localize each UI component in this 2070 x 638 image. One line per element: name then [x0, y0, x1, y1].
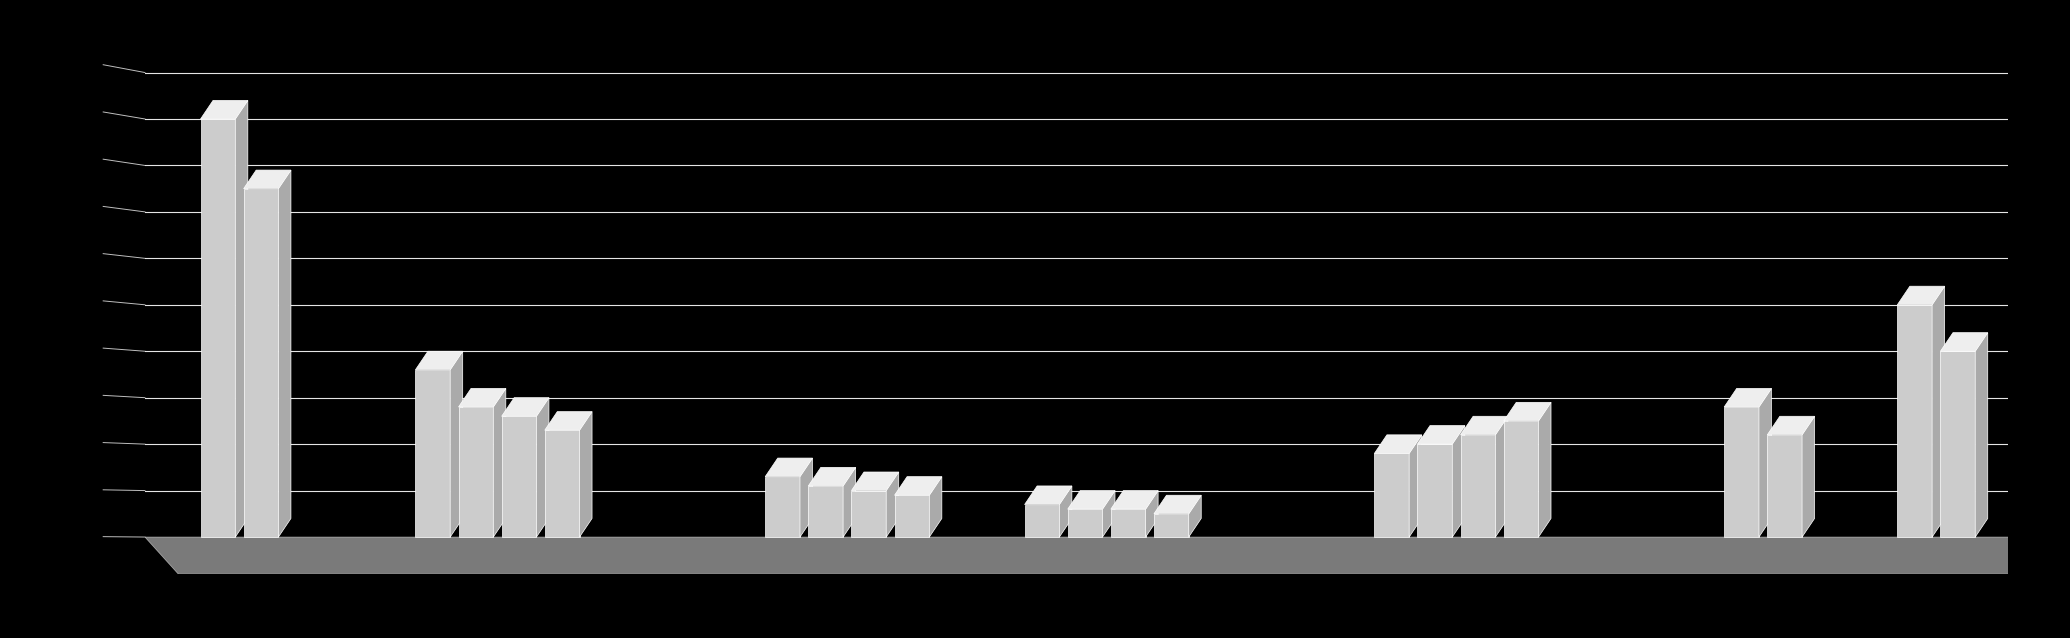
Polygon shape: [807, 468, 855, 486]
Polygon shape: [244, 170, 292, 189]
Bar: [1418, 444, 1453, 537]
Polygon shape: [1975, 332, 1987, 537]
Bar: [1153, 514, 1188, 537]
Polygon shape: [1453, 426, 1466, 537]
Bar: [1898, 305, 1931, 537]
Polygon shape: [1374, 435, 1422, 454]
Polygon shape: [236, 100, 248, 537]
Bar: [851, 491, 886, 537]
Bar: [1503, 421, 1538, 537]
Bar: [501, 416, 536, 537]
Polygon shape: [1060, 486, 1072, 537]
Polygon shape: [460, 389, 505, 407]
Polygon shape: [1803, 416, 1815, 537]
Polygon shape: [1760, 389, 1772, 537]
Bar: [1068, 509, 1103, 537]
Bar: [460, 407, 493, 537]
Polygon shape: [416, 352, 464, 370]
Polygon shape: [1188, 495, 1201, 537]
Polygon shape: [799, 458, 814, 537]
Polygon shape: [1940, 332, 1987, 352]
Polygon shape: [501, 397, 549, 416]
Polygon shape: [1025, 486, 1072, 505]
Polygon shape: [279, 170, 292, 537]
Polygon shape: [1068, 491, 1116, 509]
Polygon shape: [1931, 286, 1944, 537]
Bar: [1374, 454, 1410, 537]
Polygon shape: [894, 477, 942, 495]
Polygon shape: [1112, 491, 1157, 509]
Polygon shape: [851, 472, 898, 491]
Polygon shape: [449, 352, 464, 537]
Bar: [416, 370, 449, 537]
Polygon shape: [493, 389, 505, 537]
Polygon shape: [1153, 495, 1201, 514]
Polygon shape: [1503, 403, 1550, 421]
Polygon shape: [842, 468, 855, 537]
Bar: [1724, 407, 1760, 537]
Polygon shape: [1410, 435, 1422, 537]
Polygon shape: [1418, 426, 1466, 444]
Polygon shape: [201, 100, 248, 119]
Bar: [766, 477, 799, 537]
Polygon shape: [536, 397, 549, 537]
Bar: [807, 486, 842, 537]
Polygon shape: [1145, 491, 1157, 537]
Polygon shape: [1461, 416, 1507, 435]
Bar: [1025, 505, 1060, 537]
Polygon shape: [1898, 286, 1944, 305]
Polygon shape: [580, 412, 592, 537]
Bar: [1461, 435, 1495, 537]
Bar: [244, 189, 279, 537]
Bar: [1112, 509, 1145, 537]
Polygon shape: [1538, 403, 1550, 537]
Bar: [544, 430, 580, 537]
Bar: [201, 119, 236, 537]
Bar: [1940, 352, 1975, 537]
Polygon shape: [886, 472, 898, 537]
Polygon shape: [1724, 389, 1772, 407]
Polygon shape: [766, 458, 814, 477]
Polygon shape: [544, 412, 592, 430]
Bar: [894, 495, 929, 537]
Polygon shape: [1103, 491, 1116, 537]
Bar: [1768, 435, 1803, 537]
Polygon shape: [929, 477, 942, 537]
Polygon shape: [1768, 416, 1815, 435]
Polygon shape: [145, 537, 2070, 574]
Polygon shape: [1495, 416, 1507, 537]
